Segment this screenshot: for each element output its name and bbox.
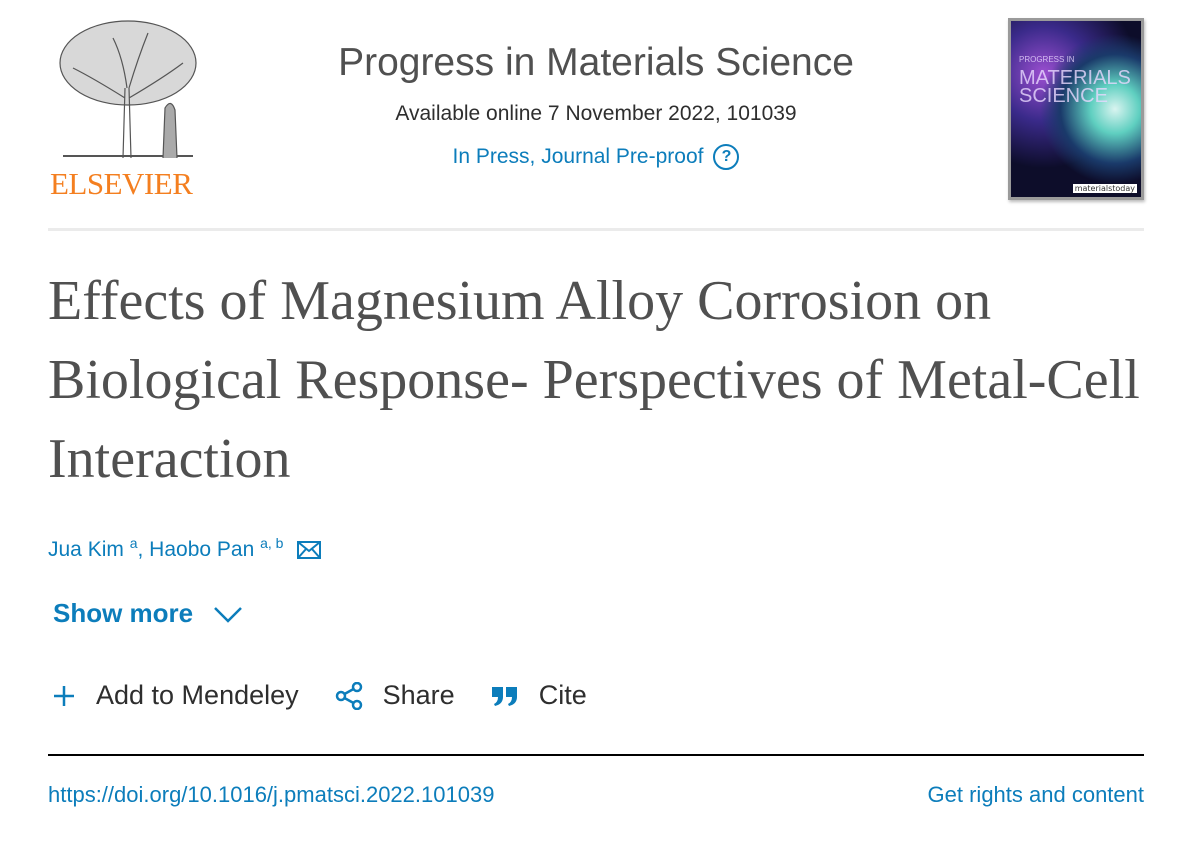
quote-icon [491, 686, 517, 706]
envelope-icon[interactable] [297, 541, 322, 560]
show-more-button[interactable]: Show more [53, 598, 243, 629]
cover-title: PROGRESS IN MATERIALS SCIENCE [1019, 55, 1131, 107]
share-icon [335, 681, 362, 710]
in-press-label: In Press, Journal Pre-proof [452, 145, 704, 168]
doi-link[interactable]: https://doi.org/10.1016/j.pmatsci.2022.1… [48, 782, 495, 807]
show-more-label: Show more [53, 598, 194, 628]
cover-brand: materialstoday [1072, 184, 1137, 193]
author-list: Jua Kim a, Haobo Pan a, b [48, 535, 322, 562]
in-press-link[interactable]: In Press, Journal Pre-proof ? [453, 144, 740, 170]
divider [48, 754, 1144, 756]
author-link[interactable]: Haobo Pan a, b [149, 535, 284, 561]
mendeley-label: Add to Mendeley [96, 680, 299, 710]
availability-text: Available online 7 November 2022, 101039 [395, 102, 797, 125]
add-to-mendeley-button[interactable]: Add to Mendeley [52, 680, 299, 711]
journal-title[interactable]: Progress in Materials Science [338, 41, 854, 84]
divider [48, 228, 1144, 231]
journal-cover-image[interactable]: PROGRESS IN MATERIALS SCIENCE materialsto… [1008, 18, 1144, 200]
chevron-down-icon [214, 606, 243, 623]
elsevier-wordmark: ELSEVIER [50, 166, 193, 201]
article-title: Effects of Magnesium Alloy Corrosion on … [48, 270, 1140, 490]
journal-info: Progress in Materials Science Available … [248, 38, 944, 170]
tree-logo-icon [59, 20, 197, 158]
cite-button[interactable]: Cite [491, 680, 587, 711]
article-actions: Add to Mendeley Share Cite [52, 680, 587, 711]
share-label: Share [382, 680, 455, 710]
author-link[interactable]: Jua Kim a [48, 535, 138, 561]
question-circle-icon[interactable]: ? [713, 144, 740, 170]
plus-icon [54, 685, 74, 706]
cite-label: Cite [538, 680, 587, 710]
elsevier-logo[interactable]: ELSEVIER [48, 18, 208, 201]
share-button[interactable]: Share [335, 680, 455, 711]
article-header: ELSEVIER Progress in Materials Science A… [48, 14, 1144, 214]
get-rights-link[interactable]: Get rights and content [927, 782, 1144, 807]
